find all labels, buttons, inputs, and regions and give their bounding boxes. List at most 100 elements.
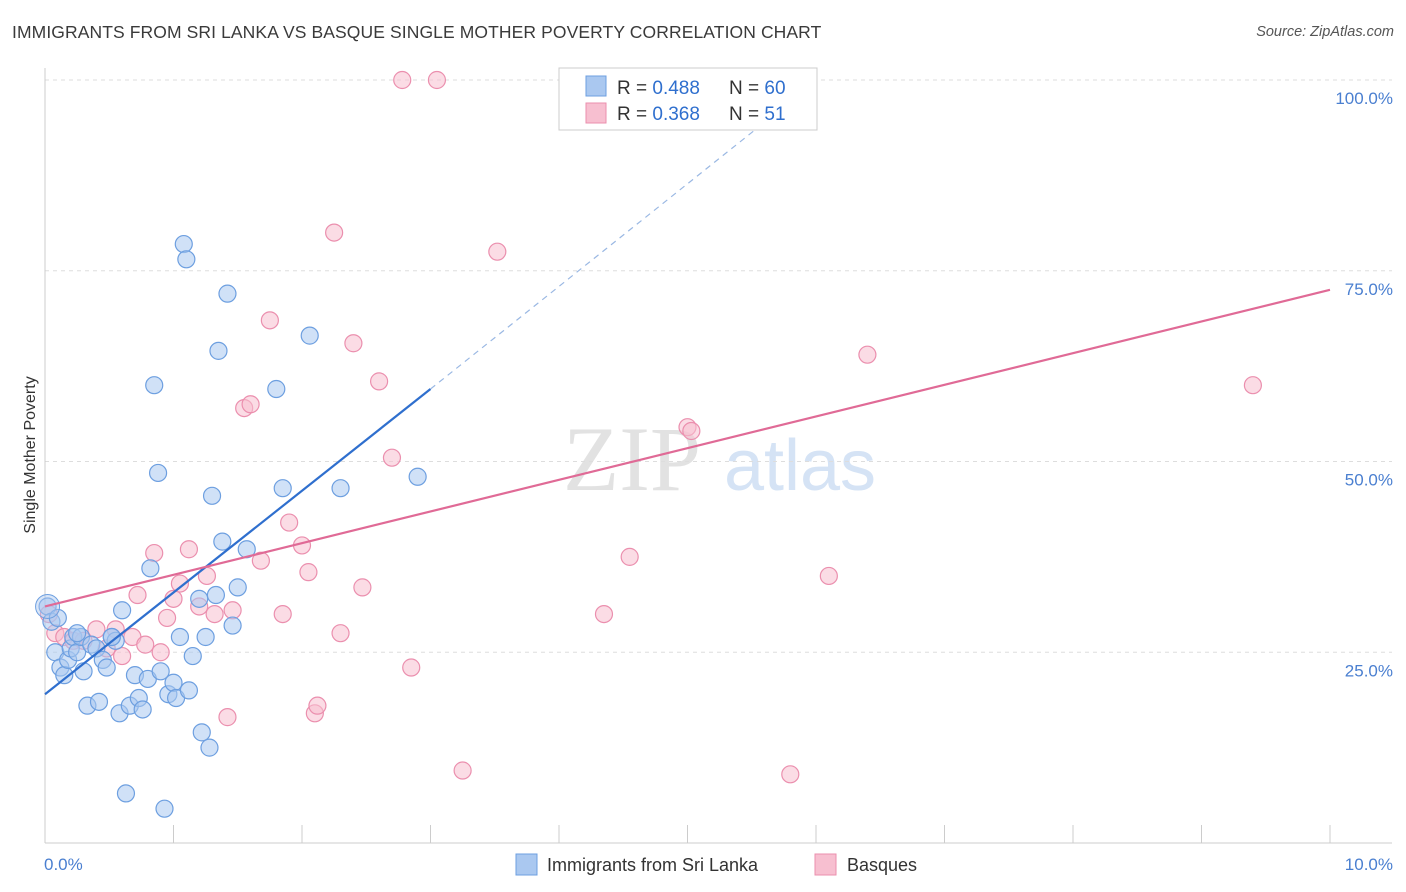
legend-r-value-1: 0.488	[652, 78, 700, 99]
basques-point-33	[325, 223, 344, 242]
basques-point-43	[488, 242, 507, 261]
gridlines	[45, 79, 1392, 653]
x-tick-labels: 0.0% 10.0%	[44, 855, 1393, 874]
sri-lanka-point-59	[102, 627, 121, 647]
basques-point-27	[273, 604, 292, 624]
sri-lanka-point-37	[177, 250, 196, 269]
basques-point-38	[382, 448, 402, 467]
sri-lanka-point-56	[408, 467, 427, 486]
basques-point-36	[353, 578, 372, 597]
basques-point-13	[151, 643, 170, 662]
y-tick-label-3: 100.0%	[1335, 89, 1393, 108]
basques-point-24	[241, 395, 260, 414]
basques-point-21	[218, 708, 237, 727]
sri-lanka-point-46	[209, 341, 228, 360]
legend-r-label-2: R =	[617, 104, 652, 125]
x-tick-label-1: 10.0%	[1345, 855, 1393, 874]
y-tick-labels: 25.0% 50.0% 75.0% 100.0%	[1335, 89, 1393, 680]
y-tick-label-1: 50.0%	[1345, 471, 1393, 490]
basques-point-17	[179, 540, 199, 559]
svg-text:N = 60: N = 60	[729, 78, 786, 99]
trend-line-sri-lanka	[44, 388, 432, 696]
basques-point-34	[331, 624, 350, 643]
sri-lanka-point-47	[213, 532, 232, 551]
basques-point-5	[87, 620, 106, 639]
trend-lines	[44, 90, 1331, 696]
basques-point-26	[260, 311, 279, 330]
sri-lanka-point-50	[228, 578, 247, 597]
legend-r-label-1: R =	[617, 78, 652, 99]
legend-swatch-blue	[585, 75, 607, 97]
chart-title: IMMIGRANTS FROM SRI LANKA VS BASQUE SING…	[12, 22, 822, 42]
sri-lanka-point-41	[192, 723, 211, 742]
basques-point-10	[128, 585, 147, 605]
svg-text:R = 0.368: R = 0.368	[617, 104, 700, 125]
basques-point-35	[344, 334, 363, 353]
basques-point-44	[594, 604, 614, 624]
y-tick-label-2: 75.0%	[1345, 280, 1393, 299]
bottom-legend-swatch-blue	[515, 853, 538, 876]
x-tick-label-0: 0.0%	[44, 855, 83, 874]
legend-n-label-1: N =	[729, 78, 764, 99]
sri-lanka-point-42	[196, 627, 215, 647]
legend-swatch-pink	[585, 102, 607, 124]
basques-point-47	[682, 421, 701, 441]
sri-lanka-point-54	[300, 326, 319, 345]
basques-point-45	[620, 547, 639, 566]
sri-lanka-point-25	[133, 700, 152, 719]
sri-lanka-point-48	[218, 284, 237, 303]
basques-point-37	[370, 372, 389, 391]
legend-r-value-2: 0.368	[652, 104, 700, 125]
svg-text:N = 51: N = 51	[729, 104, 786, 125]
sri-lanka-point-43	[200, 738, 219, 757]
legend-n-value-2: 51	[764, 104, 785, 125]
sri-lanka-point-31	[155, 799, 174, 818]
legend: R = 0.488 N = 60 R = 0.368 N = 51	[558, 67, 818, 131]
sri-lanka-point-40	[190, 589, 209, 608]
bottom-legend: Immigrants from Sri Lanka Basques	[515, 853, 917, 876]
sri-lanka-point-30	[151, 662, 170, 681]
sri-lanka-point-52	[267, 379, 286, 399]
sri-lanka-point-44	[202, 486, 222, 505]
bottom-legend-label-blue: Immigrants from Sri Lanka	[547, 855, 759, 875]
basques-point-16	[170, 574, 190, 593]
sri-lanka-point-45	[206, 585, 226, 605]
legend-n-label-2: N =	[729, 104, 764, 125]
chart-source: Source: ZipAtlas.com	[1256, 24, 1394, 40]
sri-lanka-point-38	[179, 681, 199, 700]
sri-lanka-point-21	[116, 784, 136, 803]
sri-lanka-point-16	[97, 658, 116, 677]
trend-line-basques	[44, 288, 1331, 608]
sri-lanka-point-20	[112, 601, 132, 620]
series-immigrants-sri-lanka	[35, 234, 427, 818]
sri-lanka-point-35	[170, 627, 190, 647]
sri-lanka-point-14	[89, 692, 109, 711]
basques-point-8	[112, 646, 132, 666]
axes	[44, 68, 1392, 844]
basques-point-51	[1243, 376, 1263, 395]
sri-lanka-point-39	[183, 646, 202, 666]
sri-lanka-point-27	[141, 559, 160, 578]
sri-lanka-point-49	[223, 616, 242, 635]
basques-point-42	[453, 761, 472, 780]
basques-point-12	[145, 543, 164, 563]
basques-point-50	[858, 345, 877, 364]
sri-lanka-point-33	[164, 673, 183, 692]
basques-point-49	[819, 566, 838, 586]
basques-point-30	[299, 563, 318, 582]
basques-point-48	[781, 765, 800, 784]
legend-n-value-1: 60	[764, 78, 785, 99]
basques-point-22	[223, 601, 242, 620]
basques-point-41	[427, 70, 447, 90]
trend-line-sri-lanka-extension	[430, 90, 804, 390]
basques-point-11	[136, 635, 155, 654]
svg-text:R = 0.488: R = 0.488	[617, 78, 700, 99]
basques-point-39	[393, 70, 412, 90]
sri-lanka-point-10	[74, 662, 93, 681]
sri-lanka-point-58	[68, 624, 87, 643]
watermark: ZIP atlas	[563, 408, 876, 510]
basques-point-32	[308, 696, 327, 715]
y-axis-label: Single Mother Poverty	[22, 376, 39, 533]
sri-lanka-point-55	[331, 479, 350, 498]
